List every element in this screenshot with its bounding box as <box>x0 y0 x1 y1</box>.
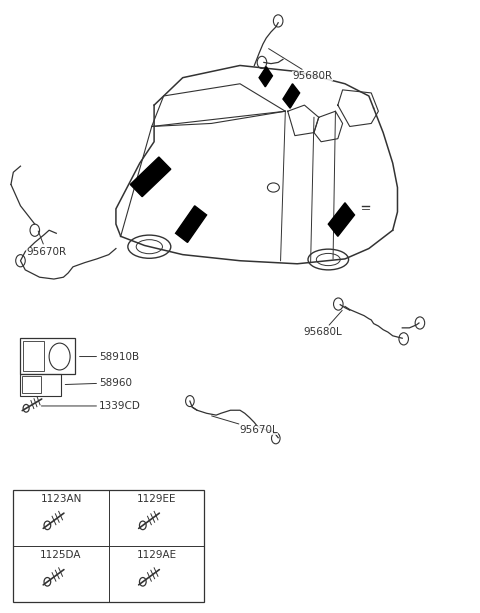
Polygon shape <box>259 67 273 87</box>
Polygon shape <box>328 203 355 237</box>
Polygon shape <box>130 157 171 197</box>
Text: 95670R: 95670R <box>26 231 66 257</box>
Text: 1339CD: 1339CD <box>41 401 141 411</box>
Bar <box>13 490 204 603</box>
Polygon shape <box>176 206 206 242</box>
Bar <box>23 341 44 371</box>
Bar <box>22 376 41 393</box>
Text: 1125DA: 1125DA <box>40 550 82 560</box>
Polygon shape <box>283 84 300 108</box>
Bar <box>21 338 75 374</box>
Text: 58960: 58960 <box>65 378 132 388</box>
Text: 95680R: 95680R <box>269 48 333 81</box>
Text: 95680L: 95680L <box>303 310 342 337</box>
Text: 58910B: 58910B <box>80 351 139 362</box>
Bar <box>21 374 61 395</box>
Text: 1123AN: 1123AN <box>40 493 82 504</box>
Text: 95670L: 95670L <box>212 416 278 435</box>
Text: 1129AE: 1129AE <box>136 550 177 560</box>
Text: 1129EE: 1129EE <box>137 493 176 504</box>
